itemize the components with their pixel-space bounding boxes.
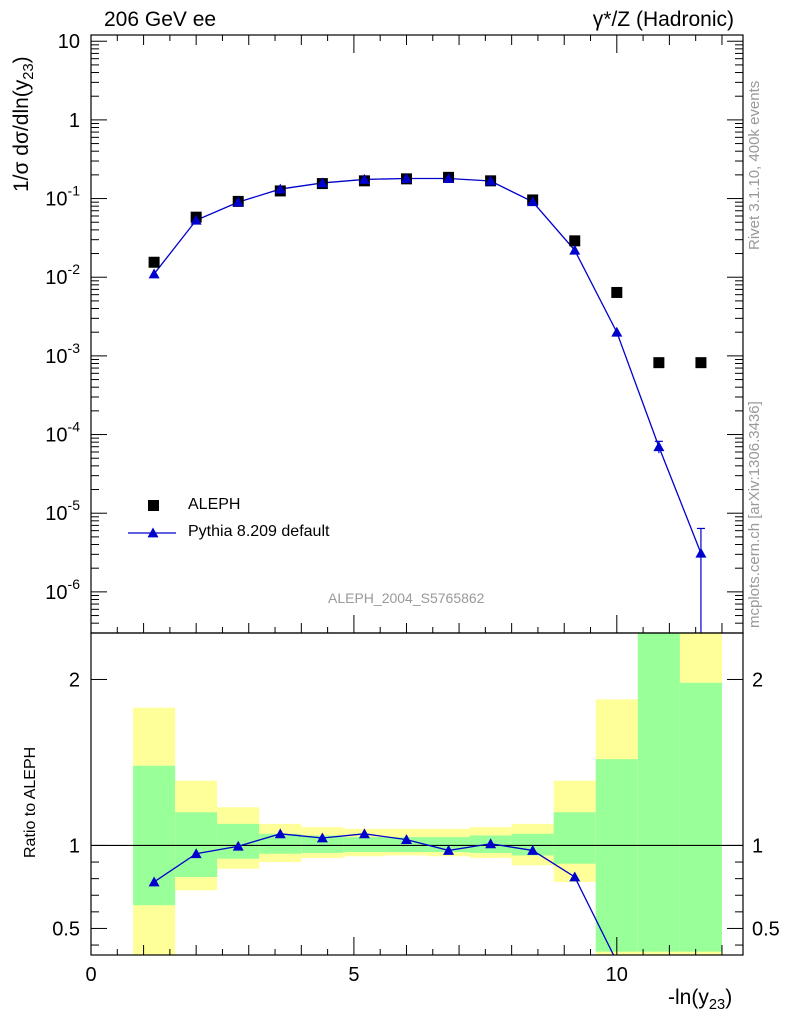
plot-frames <box>90 34 744 956</box>
ratio-y-tick-label-right: 1 <box>752 835 763 857</box>
ratio-point-3 <box>274 828 286 839</box>
ratio-y-axis: 0.5 0.5 1 1 2 2 <box>52 669 780 946</box>
pythia-point-10 <box>569 244 581 255</box>
energy-label: 206 GeV ee <box>104 8 217 31</box>
main-series <box>148 171 707 633</box>
ratio-point-10 <box>569 871 581 882</box>
aleph-point-13 <box>695 357 707 369</box>
analysis-id: ALEPH_2004_S5765862 <box>328 590 485 606</box>
x-axis: 0 5 10 <box>85 35 723 986</box>
green-band-12 <box>637 633 680 952</box>
ratio-point-5 <box>358 828 370 839</box>
rivet-version-label: Rivet 3.1.10, 400k events <box>746 80 763 250</box>
x-tick-label: 10 <box>606 964 628 986</box>
y-tick-label: 10-5 <box>45 497 80 525</box>
aleph-point-10 <box>569 235 581 247</box>
ratio-point-8 <box>485 838 497 849</box>
mcplots-label: mcplots.cern.ch [arXiv:1306.3436] <box>746 401 763 628</box>
pythia-point-0 <box>148 268 160 279</box>
y-tick-label: 10-6 <box>45 576 80 604</box>
aleph-point-11 <box>611 286 623 298</box>
green-band-10 <box>553 812 596 864</box>
ratio-point-6 <box>400 834 412 845</box>
ratio-y-tick-label: 2 <box>69 669 80 691</box>
process-label: γ*/Z (Hadronic) <box>592 8 734 31</box>
x-tick-label: 0 <box>85 964 96 986</box>
green-band-5 <box>343 837 386 853</box>
y-tick-label: 10 <box>58 31 80 53</box>
y-tick-label: 10-1 <box>45 183 80 211</box>
pythia-point-9 <box>527 196 539 207</box>
ratio-y-tick-label: 1 <box>69 835 80 857</box>
legend-pythia-marker <box>147 527 159 538</box>
ratio-point-4 <box>316 832 328 843</box>
ratio-y-tick-label-right: 2 <box>752 669 763 691</box>
legend-markers <box>128 500 176 538</box>
green-band-6 <box>385 837 428 853</box>
y-tick-label: 10-4 <box>45 419 80 447</box>
ratio-series <box>148 828 615 955</box>
green-band-13 <box>679 682 722 952</box>
ratio-y-axis-title: Ratio to ALEPH <box>22 746 39 858</box>
pythia-point-5 <box>358 173 370 184</box>
pythia-point-2 <box>232 196 244 207</box>
aleph-point-12 <box>653 357 665 369</box>
legend-entry-aleph: ALEPH <box>188 496 241 513</box>
ratio-line <box>153 833 615 955</box>
main-y-axis-title: 1/σ dσ/dln(y23) <box>10 56 38 192</box>
ratio-y-tick-label-right: 0.5 <box>752 918 780 940</box>
green-band-4 <box>301 835 344 853</box>
x-axis-title: -ln(y23) <box>668 986 733 1014</box>
pythia-point-1 <box>190 214 202 225</box>
ratio-point-1 <box>190 848 202 859</box>
main-y-axis: 10-6 10-5 10-4 10-3 10-2 10-1 1 10 <box>45 31 743 634</box>
legend-aleph-marker <box>148 500 159 511</box>
y-tick-label: 10-3 <box>45 340 80 368</box>
pythia-point-3 <box>274 183 286 194</box>
y-tick-label: 10-2 <box>45 261 80 289</box>
pythia-point-13 <box>695 547 707 558</box>
ratio-uncertainty-bands <box>133 633 722 955</box>
pythia-point-7 <box>443 172 455 183</box>
aleph-point-0 <box>148 256 160 268</box>
pythia-point-8 <box>485 175 497 186</box>
main-frame <box>90 34 744 634</box>
x-tick-label: 5 <box>348 964 359 986</box>
ratio-point-0 <box>148 876 160 887</box>
y-tick-label: 1 <box>69 110 80 132</box>
green-band-3 <box>259 833 302 854</box>
legend-entry-pythia: Pythia 8.209 default <box>188 523 330 540</box>
green-band-1 <box>175 812 218 877</box>
ratio-point-7 <box>443 844 455 855</box>
pythia-point-4 <box>316 177 328 188</box>
pythia-line <box>153 177 702 554</box>
pythia-point-6 <box>400 172 412 183</box>
ratio-point-9 <box>527 844 539 855</box>
ratio-y-tick-label: 0.5 <box>52 918 80 940</box>
pythia-point-12 <box>653 441 665 452</box>
green-band-11 <box>595 759 638 952</box>
ratio-point-2 <box>232 840 244 851</box>
green-band-9 <box>511 833 554 856</box>
ratio-frame <box>90 632 744 956</box>
pythia-point-11 <box>611 326 623 337</box>
